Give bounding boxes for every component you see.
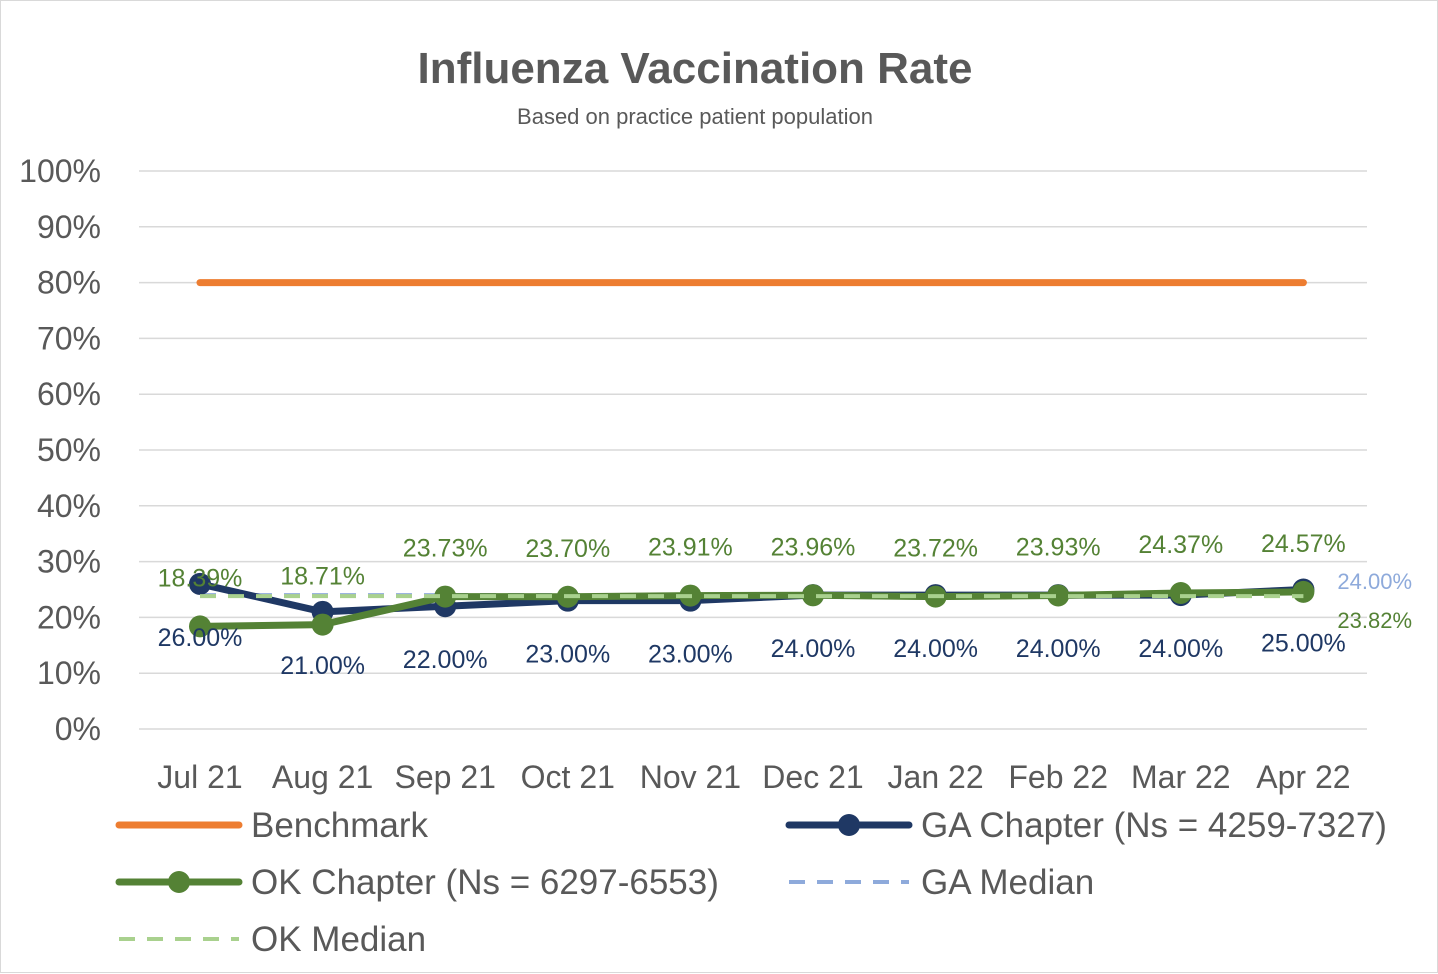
x-tick-label: Jul 21 [157, 759, 242, 795]
y-tick-label: 90% [37, 209, 101, 245]
y-tick-label: 60% [37, 376, 101, 412]
data-label-ga: 24.00% [771, 635, 856, 663]
legend-label-ga-chapter: GA Chapter (Ns = 4259-7327) [921, 806, 1387, 845]
data-label-ga: 25.00% [1261, 630, 1346, 658]
data-label-ok: 18.71% [280, 563, 365, 591]
y-tick-label: 80% [37, 265, 101, 301]
data-label-ok: 23.70% [525, 535, 610, 563]
y-tick-label: 20% [37, 599, 101, 635]
y-tick-label: 30% [37, 544, 101, 580]
data-label-ok: 23.72% [893, 535, 978, 563]
data-label-ok: 23.96% [771, 533, 856, 561]
x-tick-label: Nov 21 [640, 759, 741, 795]
series-line-ok-chapter [196, 588, 1307, 630]
point-ok-chapter [1169, 582, 1192, 605]
legend-marker-ok-chapter [168, 871, 190, 893]
data-label-ga: 24.00% [893, 635, 978, 663]
data-label-ga: 26.00% [158, 624, 243, 652]
x-tick-label: Sep 21 [394, 759, 495, 795]
x-tick-label: Aug 21 [272, 759, 373, 795]
data-label-ok-median: 23.82% [1337, 608, 1412, 633]
legend-label-ok-chapter: OK Chapter (Ns = 6297-6553) [251, 863, 719, 902]
x-tick-label: Mar 22 [1131, 759, 1231, 795]
chart-title: Influenza Vaccination Rate [417, 44, 972, 93]
point-ga-chapter [189, 572, 211, 595]
data-labels: 18.39% 18.71% 23.73% 23.70% 23.91% 23.96% 23.7… [158, 530, 1412, 680]
x-tick-label: Oct 21 [521, 759, 615, 795]
legend: Benchmark GA Chapter (Ns = 4259-7327) OK C… [115, 806, 1387, 959]
x-tick-label: Jan 22 [888, 759, 984, 795]
legend-marker-ga-chapter [838, 814, 860, 836]
x-tick-label: Feb 22 [1008, 759, 1108, 795]
y-tick-label: 10% [37, 655, 101, 691]
x-tick-label: Dec 21 [762, 759, 863, 795]
y-tick-label: 50% [37, 432, 101, 468]
y-tick-label: 100% [19, 153, 101, 189]
legend-label-ok-median: OK Median [251, 920, 426, 959]
data-label-ok: 23.73% [403, 535, 488, 563]
point-ok-chapter [1292, 580, 1315, 603]
data-label-ga: 22.00% [403, 646, 488, 674]
point-ok-chapter [802, 584, 824, 607]
y-axis-ticks: 0% 10% 20% 30% 40% 50% 60% 70% 80% 90% 100% [19, 153, 101, 747]
x-tick-label: Apr 22 [1256, 759, 1350, 795]
y-tick-label: 0% [55, 711, 101, 747]
legend-label-benchmark: Benchmark [251, 806, 429, 845]
y-tick-label: 70% [37, 320, 101, 356]
data-label-ga: 21.00% [280, 652, 365, 680]
legend-label-ga-median: GA Median [921, 863, 1094, 902]
data-label-ok: 18.39% [158, 564, 243, 592]
data-label-ga: 24.00% [1016, 635, 1101, 663]
data-label-ok: 24.37% [1138, 531, 1223, 559]
data-label-ga: 23.00% [648, 641, 733, 669]
chart-subtitle: Based on practice patient population [517, 104, 873, 129]
data-label-ok: 24.57% [1261, 530, 1346, 558]
data-label-ga: 24.00% [1138, 635, 1223, 663]
data-label-ok: 23.93% [1016, 533, 1101, 561]
point-ok-chapter [311, 613, 334, 636]
data-label-ok: 23.91% [648, 534, 733, 562]
point-ok-chapter [434, 585, 457, 608]
point-ok-chapter [189, 615, 211, 638]
series-layer [189, 279, 1315, 638]
data-label-ga-median: 24.00% [1337, 569, 1412, 594]
y-tick-label: 40% [37, 488, 101, 524]
point-ok-chapter [1047, 584, 1070, 607]
data-label-ga: 23.00% [525, 641, 610, 669]
x-axis-ticks: Jul 21 Aug 21 Sep 21 Oct 21 Nov 21 Dec 21 Jan … [157, 759, 1350, 795]
